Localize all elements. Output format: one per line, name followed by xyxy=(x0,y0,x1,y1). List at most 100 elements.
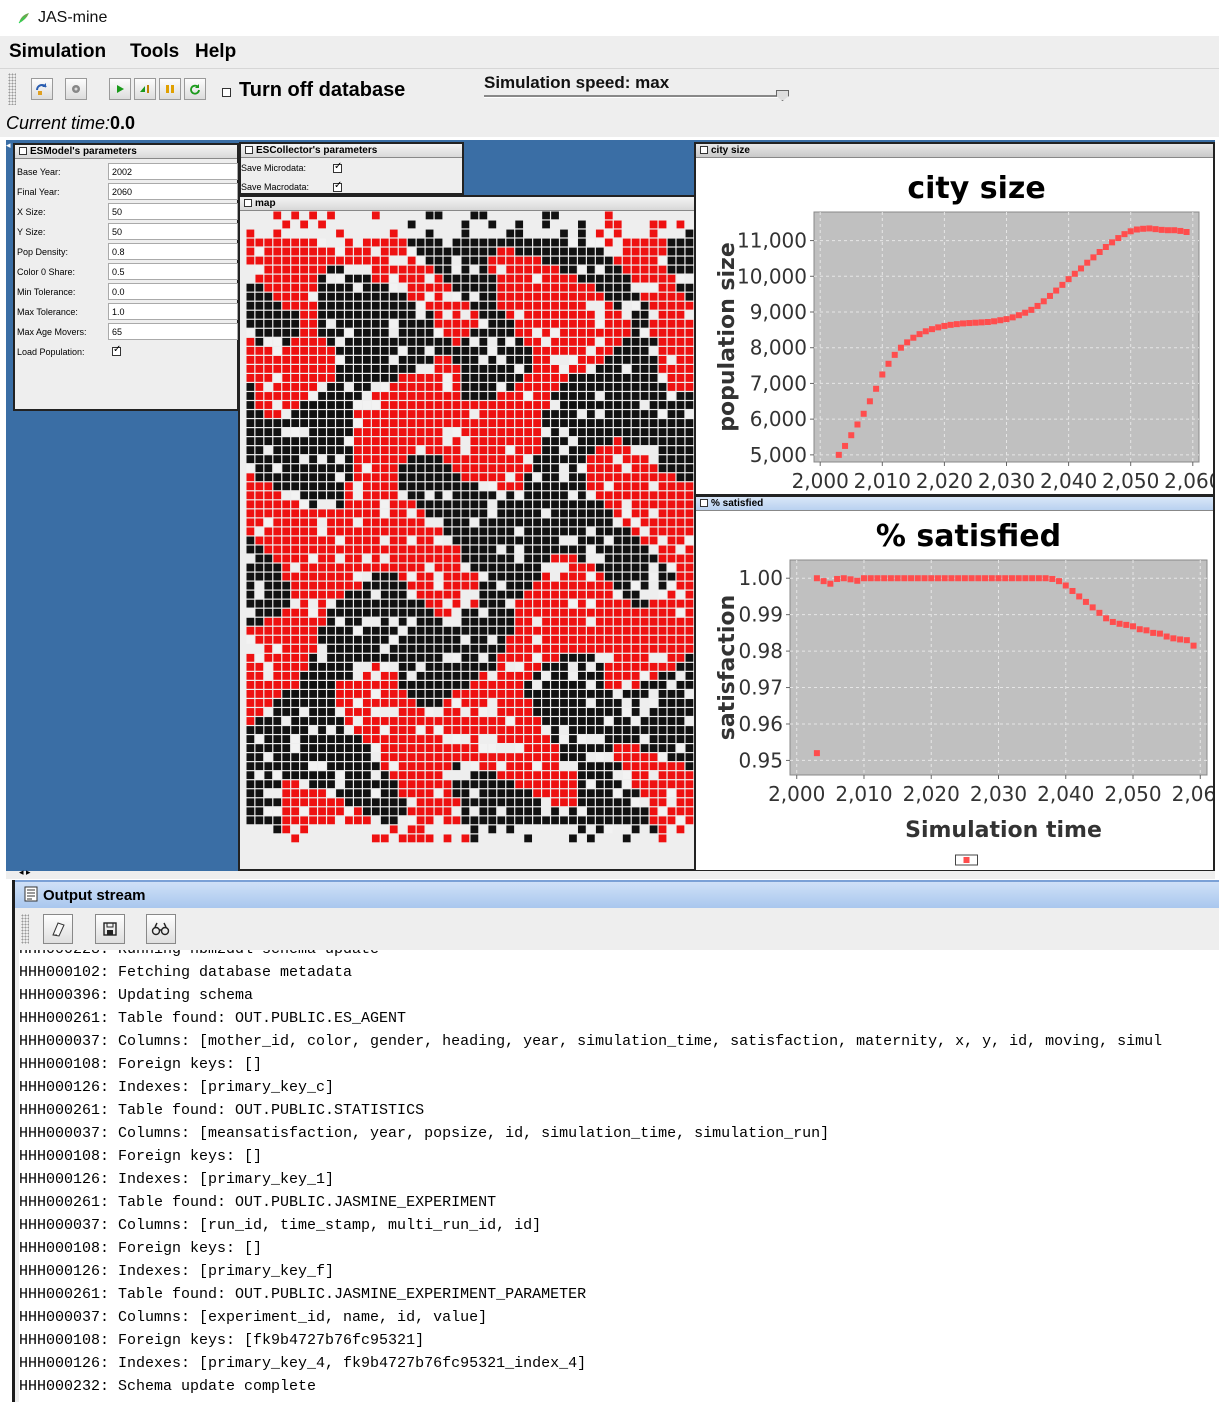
output-log[interactable]: HHH000228: Running hbm2ddl schema update… xyxy=(19,950,1219,1402)
collector-parameters-titlebar[interactable]: ESCollector's parameters xyxy=(241,144,462,158)
menu-tools[interactable]: Tools xyxy=(130,41,180,62)
toolbar-grip[interactable] xyxy=(8,73,16,105)
parameter-value-field[interactable]: 50 xyxy=(108,223,238,240)
agent-cell xyxy=(578,220,586,229)
agent-cell xyxy=(488,762,497,771)
agent-cell xyxy=(398,301,407,310)
start-button[interactable] xyxy=(109,78,131,100)
x-tick-label: 2,020 xyxy=(903,782,960,806)
agent-cell xyxy=(291,518,300,527)
save-macrodata-checkbox[interactable] xyxy=(333,180,342,192)
parameter-value-field[interactable]: 2002 xyxy=(108,163,238,180)
agent-cell xyxy=(398,635,407,644)
agent-cell xyxy=(551,301,559,310)
agent-cell xyxy=(676,708,685,716)
agent-cell xyxy=(515,626,524,635)
clear-output-button[interactable] xyxy=(43,914,73,944)
agent-cell xyxy=(569,717,577,725)
agent-cell xyxy=(416,780,425,789)
city-size-titlebar[interactable]: city size xyxy=(696,144,1213,158)
setup-button[interactable] xyxy=(65,78,87,100)
parameter-value-field[interactable]: 50 xyxy=(108,203,238,220)
agent-cell xyxy=(622,247,631,256)
map-checkbox[interactable] xyxy=(244,199,252,207)
agent-cell xyxy=(506,410,515,418)
agent-cell xyxy=(667,608,676,617)
model-parameters-titlebar[interactable]: ESModel's parameters xyxy=(15,145,237,159)
agent-cell xyxy=(425,301,434,310)
save-output-button[interactable] xyxy=(95,914,125,944)
agent-cell xyxy=(416,355,425,364)
parameter-value-field[interactable]: 2060 xyxy=(108,183,238,200)
agent-cell xyxy=(443,608,452,617)
load-population-checkbox[interactable] xyxy=(112,344,121,356)
menu-help[interactable]: Help xyxy=(195,41,237,62)
map-titlebar[interactable]: map xyxy=(240,197,694,211)
agent-cell xyxy=(533,274,541,283)
desktop-splitter-arrow-icon[interactable]: ◂ xyxy=(6,140,11,150)
rebuild-model-button[interactable] xyxy=(31,78,53,100)
agent-cell xyxy=(533,419,541,427)
model-parameters-checkbox[interactable] xyxy=(19,147,27,155)
agent-cell xyxy=(649,473,658,482)
pause-button[interactable] xyxy=(159,78,181,100)
satisfied-titlebar[interactable]: % satisfied xyxy=(696,497,1213,511)
agent-cell xyxy=(246,229,255,238)
output-splitter[interactable]: ◂ ▸ xyxy=(6,867,1215,879)
agent-cell xyxy=(533,753,541,762)
splitter-arrows-icon[interactable]: ◂ ▸ xyxy=(19,867,31,877)
output-stream-titlebar[interactable]: Output stream xyxy=(15,880,1219,908)
agent-cell xyxy=(461,265,470,274)
agent-cell xyxy=(613,310,622,319)
save-microdata-checkbox[interactable] xyxy=(333,161,342,173)
agent-cell xyxy=(622,337,631,346)
agent-cell xyxy=(309,473,317,482)
agent-cell xyxy=(300,346,309,355)
agent-cell xyxy=(291,491,300,500)
simulation-speed-thumb[interactable] xyxy=(776,90,789,101)
parameter-value-field[interactable]: 0.5 xyxy=(108,263,238,280)
agent-cell xyxy=(255,283,264,292)
agent-cell xyxy=(380,464,389,473)
agent-cell xyxy=(506,283,515,292)
agent-cell xyxy=(470,771,479,780)
agent-cell xyxy=(578,238,586,247)
agent-cell xyxy=(649,247,658,256)
parameter-value-field[interactable]: 65 xyxy=(108,323,238,340)
find-output-button[interactable] xyxy=(146,914,176,944)
agent-cell xyxy=(542,518,550,527)
collector-parameters-checkbox[interactable] xyxy=(245,146,253,154)
agent-cell xyxy=(470,572,479,581)
parameter-value-field[interactable]: 0.8 xyxy=(108,243,238,260)
menu-simulation[interactable]: Simulation xyxy=(9,41,107,62)
restart-button[interactable] xyxy=(184,78,206,100)
agent-cell xyxy=(542,735,550,743)
satisfied-checkbox[interactable] xyxy=(700,499,708,507)
output-toolbar-grip[interactable] xyxy=(21,914,29,944)
data-point xyxy=(972,319,979,326)
simulation-speed-slider[interactable] xyxy=(484,95,784,98)
city-size-checkbox[interactable] xyxy=(700,146,708,154)
agent-cell xyxy=(407,527,416,536)
turn-off-database-box[interactable] xyxy=(222,88,231,97)
agent-cell xyxy=(578,229,586,238)
step-button[interactable] xyxy=(134,78,156,100)
agent-cell xyxy=(273,482,282,491)
agent-cell xyxy=(273,346,282,355)
parameter-value-field[interactable]: 0.0 xyxy=(108,283,238,300)
agent-cell xyxy=(533,744,541,753)
agent-cell xyxy=(246,346,255,355)
agent-cell xyxy=(515,680,524,689)
agent-cell xyxy=(569,726,577,734)
turn-off-database-checkbox[interactable] xyxy=(222,84,231,102)
agent-cell xyxy=(318,265,326,274)
agent-cell xyxy=(631,256,640,265)
agent-cell xyxy=(595,762,604,771)
agent-cell xyxy=(443,346,452,355)
parameter-value-field[interactable]: 1.0 xyxy=(108,303,238,320)
agent-cell xyxy=(551,292,559,301)
agent-cell xyxy=(255,247,264,256)
agent-cell xyxy=(255,473,264,482)
agent-cell xyxy=(551,419,559,427)
data-point xyxy=(941,322,948,329)
